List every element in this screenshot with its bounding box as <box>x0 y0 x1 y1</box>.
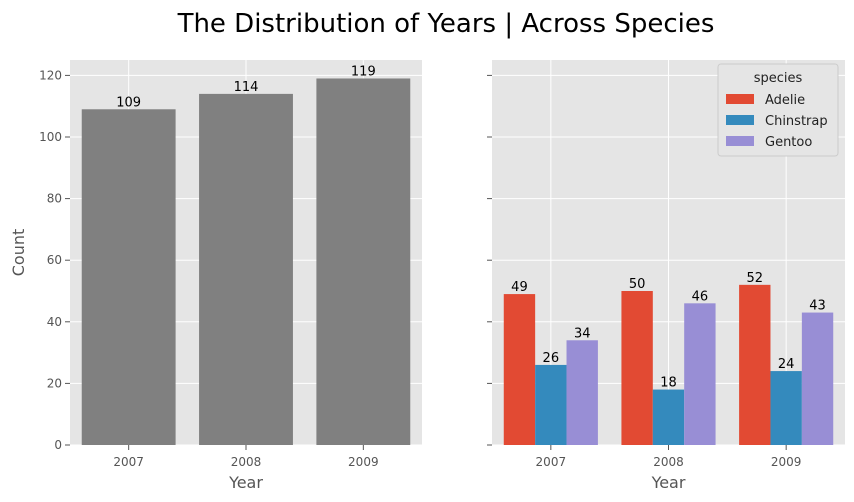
bar-gentoo-2009 <box>801 312 834 445</box>
legend-entry-adelie: Adelie <box>765 93 805 108</box>
chart-overall-years: 0 20 40 60 80 100 120 109 114 119 2007 2008 2009 Year… <box>9 60 422 492</box>
x-tick-label: 2009 <box>771 455 802 469</box>
data-label: 114 <box>234 80 259 95</box>
x-tick-label: 2008 <box>653 455 684 469</box>
x-tick-label: 2008 <box>231 455 262 469</box>
y-tick-label: 80 <box>47 192 62 206</box>
data-label: 49 <box>511 280 528 295</box>
y-axis-label: Count <box>9 229 28 277</box>
x-tick-label: 2007 <box>113 455 144 469</box>
chart-years-by-species: 49 26 34 50 18 46 52 24 43 species Adelie Chinstrap… <box>487 60 845 492</box>
data-label: 43 <box>809 299 826 314</box>
y-tick-label: 60 <box>47 253 62 267</box>
bar-chinstrap-2007 <box>535 364 567 445</box>
legend-entry-chinstrap: Chinstrap <box>765 114 828 129</box>
data-label: 119 <box>351 64 376 79</box>
legend-entry-gentoo: Gentoo <box>765 135 812 150</box>
data-label: 24 <box>778 357 795 372</box>
data-label: 50 <box>629 277 646 292</box>
bar-chinstrap-2008 <box>652 389 685 445</box>
data-label: 18 <box>660 376 677 391</box>
y-tick-label: 100 <box>39 130 62 144</box>
bar-adelie-2009 <box>739 284 771 445</box>
legend-swatch-gentoo <box>726 136 754 146</box>
legend-box <box>717 63 839 157</box>
bar-gentoo-2008 <box>684 303 716 445</box>
bar-2008 <box>199 93 293 445</box>
bar-2007 <box>81 109 176 445</box>
data-label: 34 <box>574 326 591 341</box>
legend-swatch-adelie <box>726 94 754 104</box>
bar-gentoo-2007 <box>566 340 598 445</box>
bar-chinstrap-2009 <box>770 371 802 445</box>
y-tick-label: 0 <box>54 438 62 452</box>
data-label: 109 <box>116 95 141 110</box>
x-tick-label: 2007 <box>536 455 567 469</box>
x-tick-label: 2009 <box>348 455 379 469</box>
legend-swatch-chinstrap <box>726 115 754 125</box>
y-tick-label: 20 <box>47 376 62 390</box>
figure-title: The Distribution of Years | Across Speci… <box>177 9 715 39</box>
data-label: 26 <box>543 351 560 366</box>
y-tick-label: 40 <box>47 315 62 329</box>
x-axis-label: Year <box>651 473 686 492</box>
y-tick-label: 120 <box>39 68 62 82</box>
bar-adelie-2007 <box>503 294 536 445</box>
data-label: 46 <box>692 289 709 304</box>
bar-2009 <box>316 78 411 445</box>
data-label: 52 <box>747 271 764 286</box>
bar-adelie-2008 <box>621 291 653 445</box>
legend: species Adelie Chinstrap Gentoo <box>717 63 839 157</box>
legend-title: species <box>754 71 803 86</box>
x-axis-label: Year <box>228 473 263 492</box>
